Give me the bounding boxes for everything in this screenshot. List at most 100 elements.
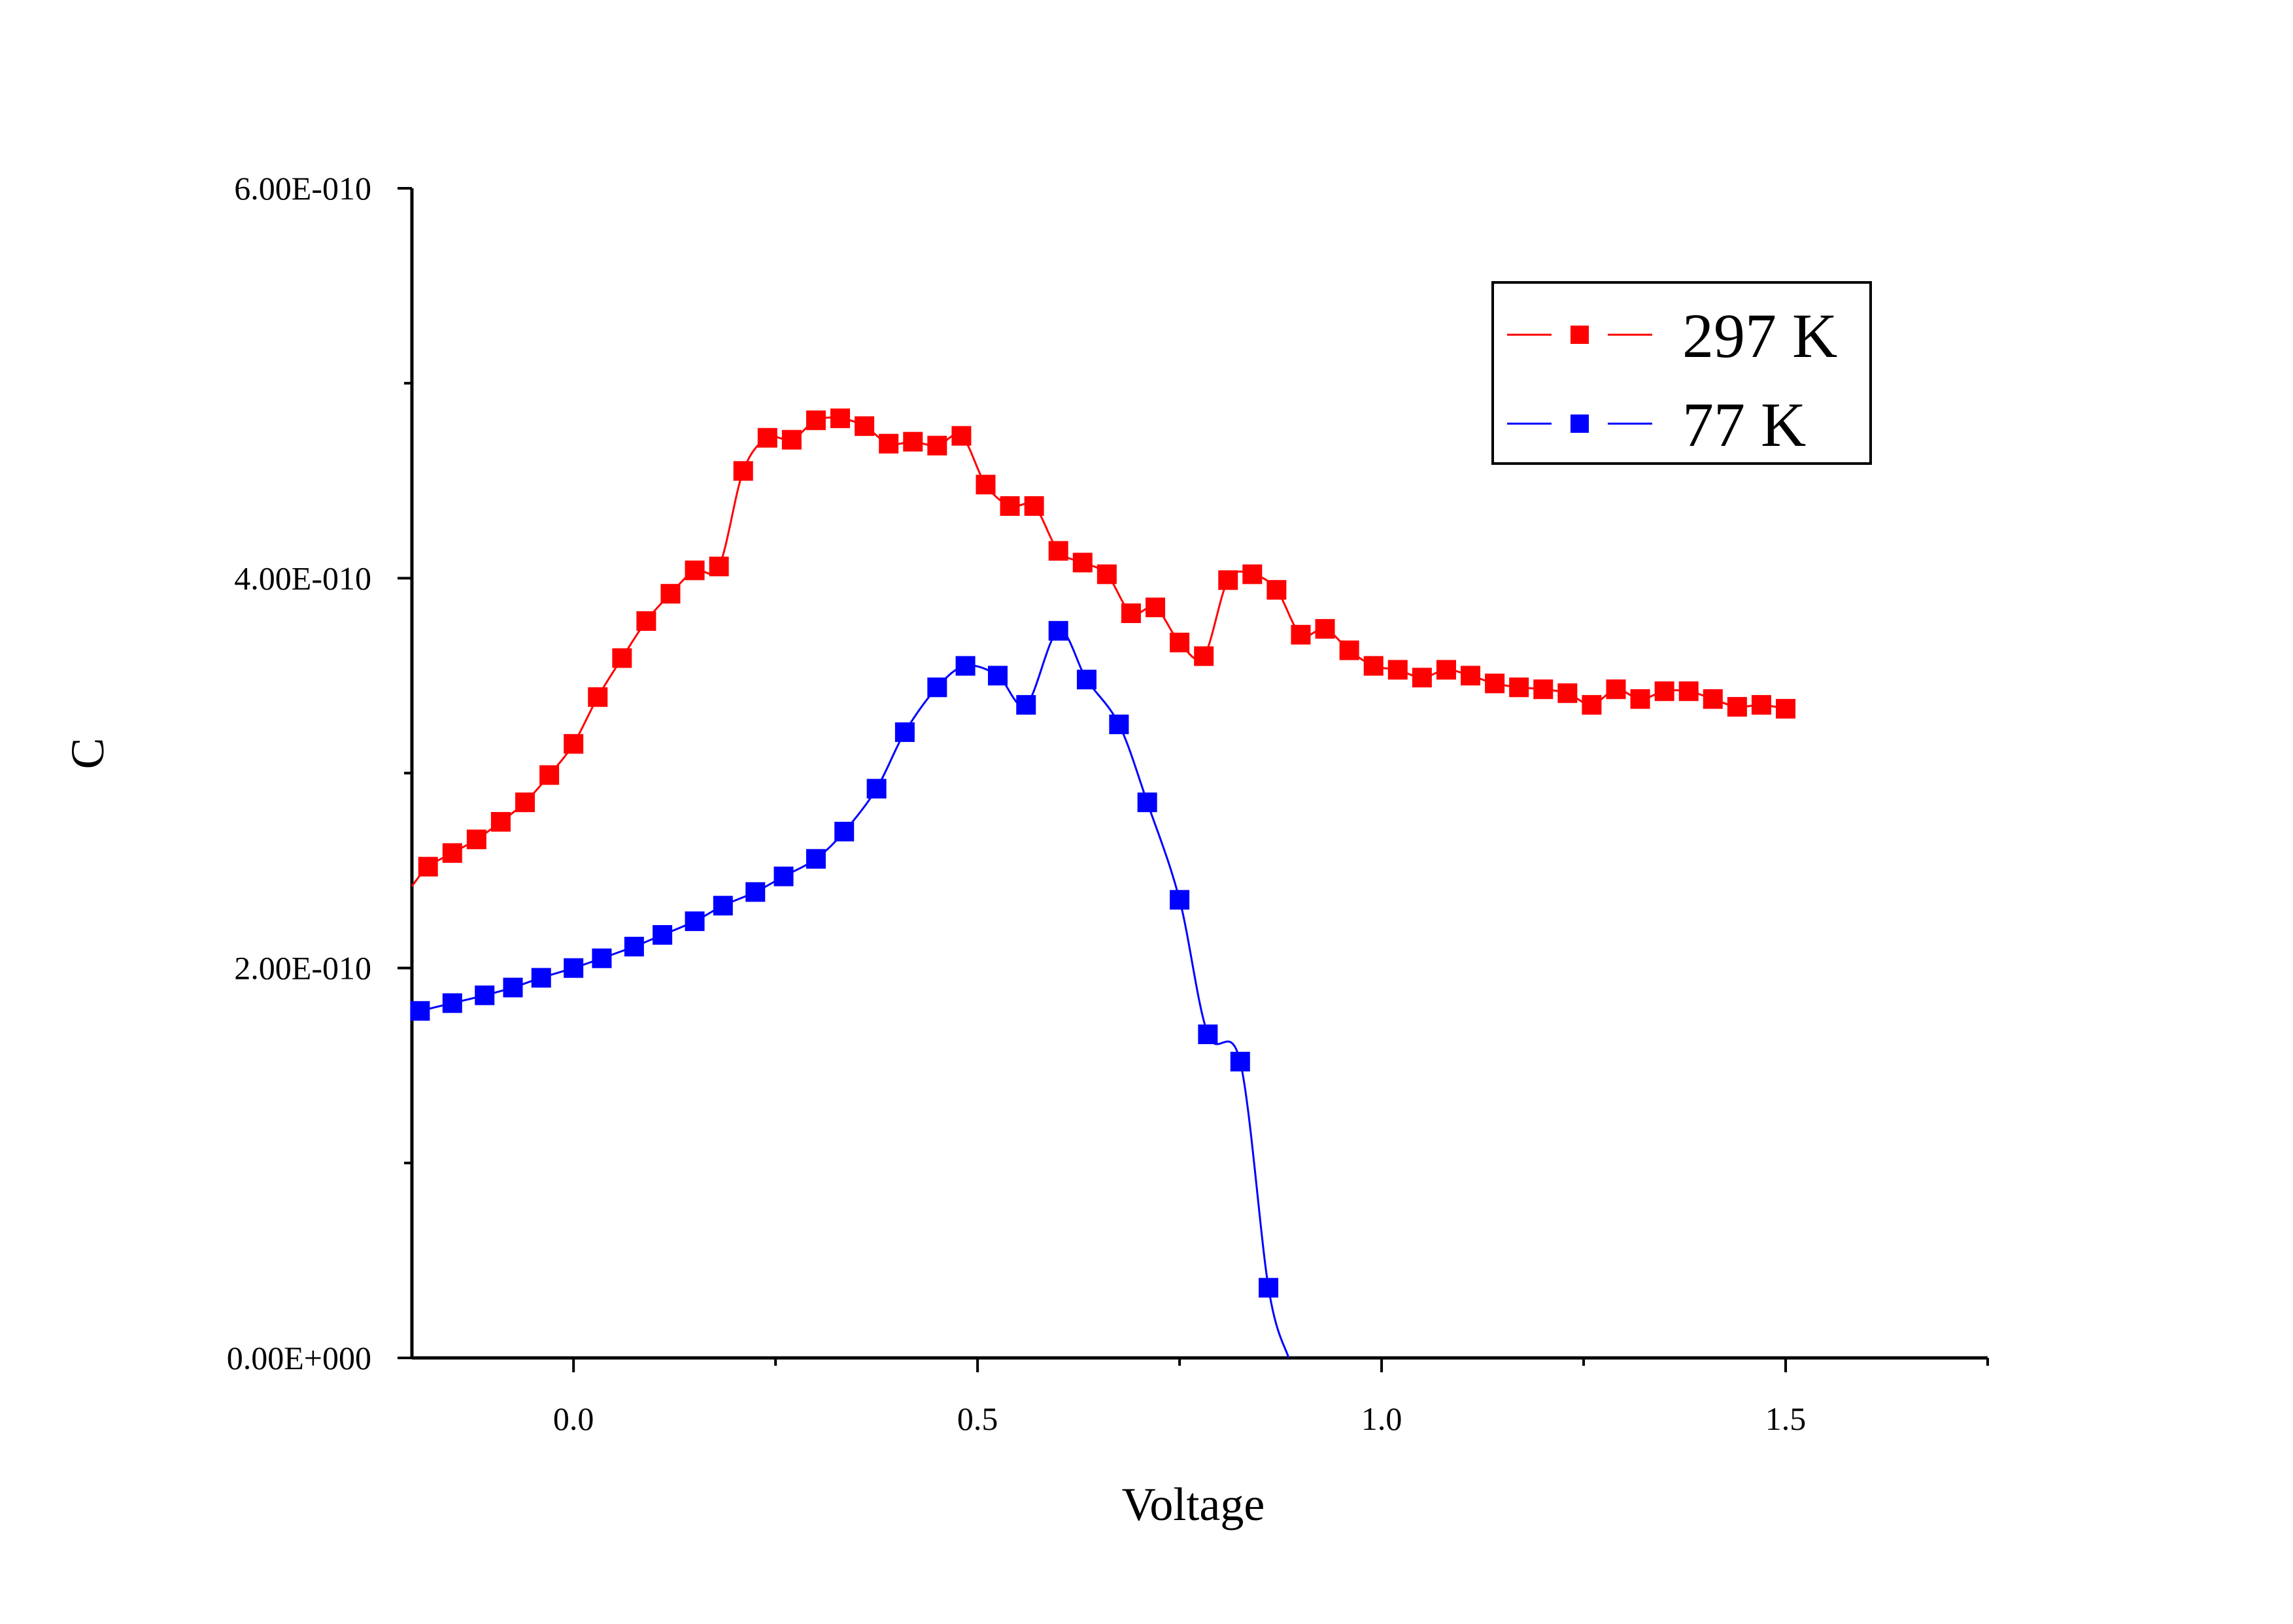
data-point [685,560,705,581]
data-point [1000,496,1020,516]
axes: 0.0 0.5 1.0 1.5 0.00E+000 2.00E-010 4.00E-010 6… [61,170,1989,1531]
data-point [951,426,972,446]
data-point [1218,570,1238,590]
data-point [1016,695,1036,715]
data-point [1654,681,1674,702]
data-point [624,936,644,956]
data-point [830,408,851,428]
data-point [927,435,947,456]
data-point [1678,681,1699,702]
legend-label: 297 K [1682,301,1837,371]
data-point [806,849,826,869]
x-tick-label: 1.0 [1361,1400,1402,1437]
data-point [733,461,753,481]
data-point [1606,679,1626,700]
data-point [1024,496,1044,516]
data-point [1703,689,1723,709]
data-point [475,985,495,1006]
data-point [418,856,438,877]
data-point [1048,541,1068,561]
series-line [420,630,1290,1359]
data-point [1509,677,1529,698]
data-point [466,829,486,849]
data-point [1259,1277,1279,1298]
data-point [1109,714,1129,734]
data-point [1557,683,1578,703]
series-297k [411,408,1796,887]
data-point [866,779,887,799]
data-point [773,866,794,887]
data-point [927,677,947,698]
data-point [1363,656,1384,676]
data-point [1339,640,1359,660]
legend-marker [1571,414,1589,433]
y-tick-label: 0.00E+000 [227,1340,371,1376]
y-tick-label: 6.00E-010 [234,170,371,207]
series-77k [410,620,1290,1359]
data-point [1072,552,1093,573]
data-point [855,416,875,436]
data-point [1727,697,1747,717]
data-point [531,968,551,988]
data-point [781,430,802,450]
data-point [709,556,729,577]
data-point [1582,695,1602,715]
data-point [490,812,511,832]
data-point [685,911,705,932]
data-point [1266,580,1287,600]
data-point [757,428,777,448]
data-point [588,687,608,707]
data-point [745,882,766,902]
data-point [592,948,612,968]
y-axis-title: C [61,737,114,769]
data-point [1630,689,1650,709]
data-point [1170,890,1190,910]
data-point [988,666,1008,686]
data-point [1198,1024,1218,1045]
y-tick-label: 4.00E-010 [234,560,371,596]
data-point [976,475,996,495]
legend-box [1491,281,1872,465]
x-tick-label: 0.5 [957,1400,998,1437]
data-point [1146,598,1166,618]
data-point [515,792,535,813]
data-point [653,924,673,945]
data-point [636,611,656,631]
data-point [612,648,632,668]
data-point [442,843,462,863]
data-point [1230,1051,1250,1072]
x-tick-label: 1.5 [1765,1400,1807,1437]
data-point [1412,668,1432,688]
data-point [1533,679,1554,700]
data-point [955,656,976,676]
series-layer [410,408,1796,1359]
data-point [1436,660,1456,680]
data-point [806,410,826,430]
data-point [564,958,584,978]
data-point [564,734,584,754]
data-point [1485,673,1505,694]
data-point [539,765,560,785]
data-point [713,896,733,916]
legend-item: 77 K [1507,390,1806,460]
legend-marker [1571,326,1589,344]
data-point [903,431,923,452]
data-point [834,821,855,841]
y-tick-label: 2.00E-010 [234,950,371,987]
data-point [1170,632,1190,652]
x-tick-label: 0.0 [553,1400,594,1437]
data-point [1121,603,1141,624]
data-point [1076,669,1096,690]
data-point [1291,624,1311,645]
legend-label: 77 K [1682,390,1806,460]
legend-item: 297 K [1507,301,1837,371]
data-point [1137,792,1157,813]
data-point [879,433,899,454]
data-point [894,722,915,742]
data-point [1751,695,1771,715]
data-point [1315,618,1335,639]
data-point [660,584,681,604]
data-point [503,977,523,998]
